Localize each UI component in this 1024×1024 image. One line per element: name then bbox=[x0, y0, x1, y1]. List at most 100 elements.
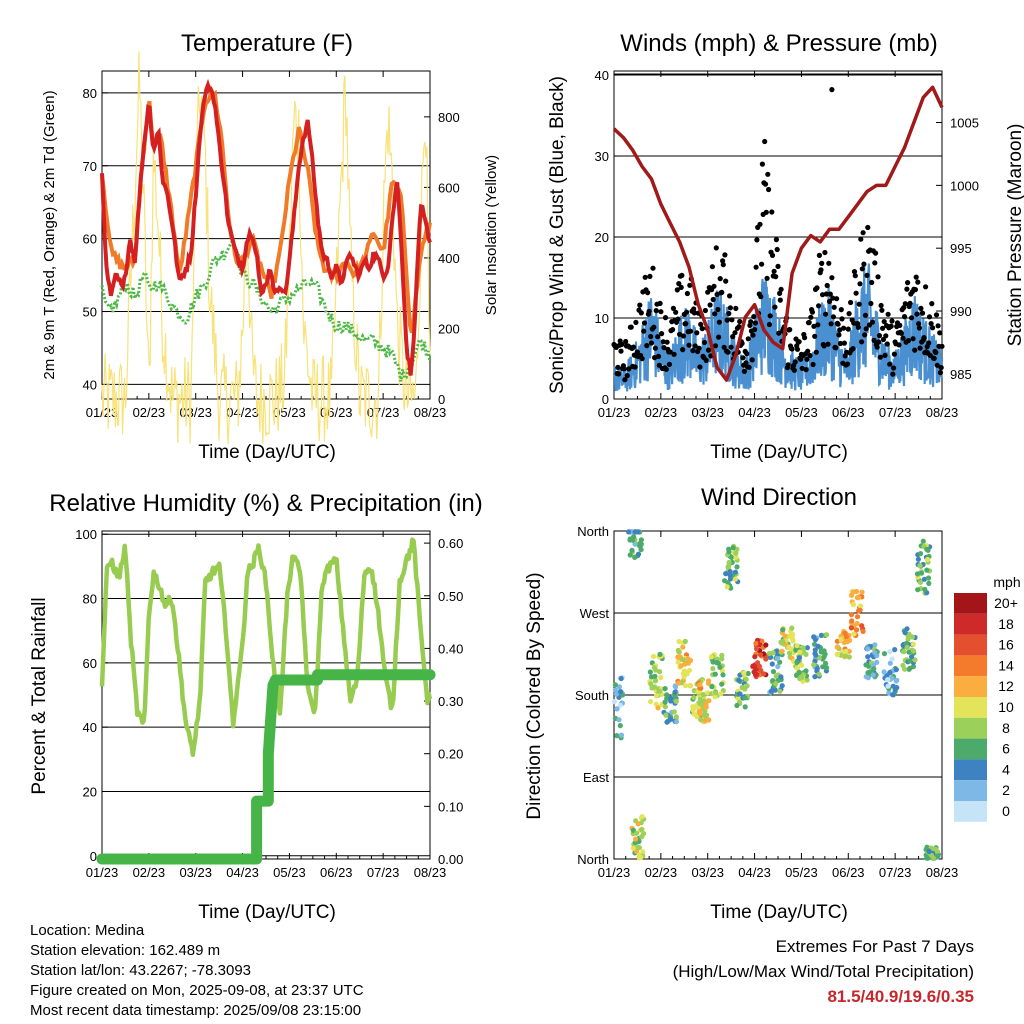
wind-direction-point bbox=[813, 652, 819, 658]
temperature-xtick-label: 07/23 bbox=[367, 405, 400, 420]
gust-point bbox=[645, 290, 651, 296]
humidity-ytick-label: 100 bbox=[75, 527, 97, 542]
gust-point bbox=[937, 330, 943, 336]
wind-direction-point bbox=[796, 655, 803, 661]
gust-point bbox=[652, 345, 659, 351]
legend-swatch bbox=[954, 593, 987, 614]
gust-point bbox=[873, 250, 879, 256]
wind-direction-point bbox=[653, 693, 660, 699]
temperature-y2tick-label: 600 bbox=[438, 180, 460, 195]
gust-point bbox=[877, 354, 883, 360]
gust-point bbox=[908, 315, 915, 321]
gust-point bbox=[655, 353, 662, 359]
humidity-xtick-label: 05/23 bbox=[273, 865, 306, 880]
wind-direction-point bbox=[893, 667, 899, 673]
gust-point bbox=[766, 321, 773, 328]
gust-points bbox=[611, 87, 945, 383]
wind-direction-point bbox=[626, 529, 632, 535]
wind-direction-point bbox=[789, 625, 795, 631]
temperature-y2tick-label: 0 bbox=[438, 392, 445, 407]
gust-point bbox=[876, 339, 882, 345]
wind-direction-point bbox=[885, 683, 891, 689]
winds-y2tick-label: 1005 bbox=[950, 116, 979, 131]
winds-ytick-label: 0 bbox=[602, 392, 609, 407]
gust-point bbox=[789, 346, 795, 352]
wind-direction-point bbox=[854, 620, 860, 627]
wind-direction-point bbox=[812, 674, 818, 680]
wind-direction-point bbox=[817, 655, 823, 661]
relative-humidity-line bbox=[99, 537, 433, 758]
wind-direction-point bbox=[904, 644, 910, 651]
wind-direction-point bbox=[616, 717, 622, 723]
wind-direction-point bbox=[736, 677, 742, 683]
winds-y2tick-label: 985 bbox=[950, 367, 972, 382]
winds-title: Winds (mph) & Pressure (mb) bbox=[620, 30, 937, 57]
wind-direction-point bbox=[720, 672, 726, 678]
gust-point bbox=[868, 300, 874, 307]
gust-point bbox=[816, 303, 822, 309]
wind-direction-point bbox=[737, 691, 743, 697]
gust-point bbox=[885, 311, 891, 317]
winds-plot-area: 01/23 02/23 03/23 04/23 05/23 06/23 07/23 08/23… bbox=[595, 68, 979, 420]
wind-direction-point bbox=[706, 698, 712, 704]
wind-direction-point bbox=[680, 657, 686, 663]
gust-point bbox=[622, 377, 628, 383]
wind-direction-point bbox=[920, 538, 926, 544]
gust-point bbox=[881, 319, 887, 325]
gust-point bbox=[884, 341, 890, 347]
gust-point bbox=[712, 343, 719, 349]
wind-direction-xtick-label: 03/23 bbox=[691, 865, 724, 880]
gust-point bbox=[658, 309, 664, 315]
gust-point bbox=[737, 318, 743, 325]
wind-direction-point bbox=[929, 852, 935, 859]
gust-point bbox=[862, 332, 868, 338]
gust-point bbox=[824, 282, 830, 289]
wind-direction-point bbox=[662, 686, 668, 692]
gust-point bbox=[656, 362, 662, 368]
gust-point bbox=[692, 343, 698, 349]
gust-point bbox=[804, 356, 810, 362]
wind-direction-point bbox=[682, 661, 688, 667]
station-location: Location: Medina bbox=[30, 922, 145, 939]
gust-point bbox=[684, 309, 690, 315]
wind-direction-point bbox=[859, 589, 865, 595]
legend-swatch bbox=[954, 697, 987, 718]
wind-direction-point bbox=[613, 691, 620, 697]
wind-direction-xlabel: Time (Day/UTC) bbox=[710, 902, 848, 923]
wind-direction-point bbox=[824, 665, 830, 671]
temperature-y2tick-label: 800 bbox=[438, 110, 460, 125]
legend-label: 0 bbox=[1002, 803, 1010, 819]
wind-direction-point bbox=[773, 673, 779, 679]
gust-point bbox=[828, 321, 834, 327]
wind-direction-point bbox=[793, 647, 799, 653]
gust-point bbox=[857, 281, 863, 287]
gust-point bbox=[844, 361, 851, 367]
gust-point bbox=[715, 306, 721, 313]
winds-ytick-label: 10 bbox=[595, 311, 609, 326]
wind-direction-plot-area: 01/23 02/23 03/23 04/23 05/23 06/23 07/23 08/23… bbox=[575, 524, 958, 880]
wind-direction-point bbox=[719, 652, 725, 659]
wind-direction-point bbox=[851, 631, 857, 637]
humidity-xtick-label: 04/23 bbox=[226, 865, 259, 880]
wind-direction-point bbox=[887, 660, 893, 666]
wind-direction-point bbox=[638, 827, 645, 833]
wind-direction-point bbox=[618, 675, 624, 682]
wind-direction-point bbox=[797, 649, 803, 655]
winds-ytick-label: 20 bbox=[595, 230, 609, 245]
station-info: Location: Medina Station elevation: 162.… bbox=[30, 921, 364, 1021]
legend-label: 16 bbox=[998, 637, 1014, 653]
gust-point bbox=[766, 186, 772, 193]
wind-direction-point bbox=[761, 671, 767, 677]
wind-direction-point bbox=[917, 551, 924, 557]
wind-direction-point bbox=[618, 732, 625, 738]
gust-point bbox=[848, 299, 854, 306]
wind-direction-point bbox=[778, 639, 784, 645]
wind-direction-point bbox=[705, 680, 712, 687]
temperature-xtick-label: 04/23 bbox=[226, 405, 259, 420]
wind-direction-point bbox=[786, 650, 793, 656]
wind-direction-point bbox=[800, 645, 806, 651]
gust-point bbox=[752, 320, 759, 326]
wind-direction-point bbox=[676, 638, 682, 645]
gust-point bbox=[818, 267, 824, 273]
